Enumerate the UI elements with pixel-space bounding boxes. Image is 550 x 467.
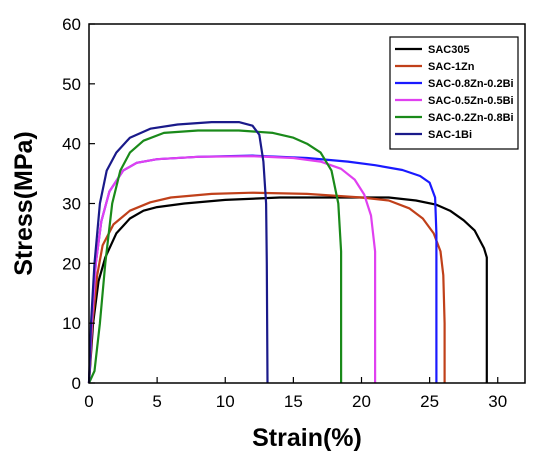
series-line-5 <box>87 121 269 384</box>
series-line-4 <box>88 129 343 384</box>
y-tick-label: 50 <box>62 75 81 94</box>
x-tick-label: 30 <box>488 392 507 411</box>
y-tick-label: 30 <box>62 195 81 214</box>
y-tick-label: 40 <box>62 135 81 154</box>
legend-label: SAC-1Bi <box>428 129 472 141</box>
legend-box <box>389 36 519 150</box>
series-line-3 <box>87 155 377 384</box>
legend-label: SAC-0.8Zn-0.2Bi <box>428 78 514 90</box>
series-line-2 <box>87 154 438 384</box>
x-axis-ticks: 0 5 10 15 20 25 30 <box>84 377 507 411</box>
y-tick-label: 60 <box>62 15 81 34</box>
y-axis-ticks: 0 10 20 30 40 50 60 <box>62 15 95 393</box>
legend-label: SAC-1Zn <box>428 61 475 73</box>
y-tick-label: 10 <box>62 314 81 333</box>
plot-lines <box>87 121 488 384</box>
x-tick-label: 20 <box>352 392 371 411</box>
series-line-1 <box>87 191 446 384</box>
y-tick-label: 0 <box>72 374 81 393</box>
x-tick-label: 0 <box>84 392 93 411</box>
x-tick-label: 25 <box>420 392 439 411</box>
y-tick-label: 20 <box>62 254 81 273</box>
x-axis-title: Strain(%) <box>252 424 362 452</box>
y-axis-title: Stress(MPa) <box>10 131 38 276</box>
x-tick-label: 10 <box>216 392 235 411</box>
legend-label: SAC-0.2Zn-0.8Bi <box>428 112 514 124</box>
legend: SAC305 SAC-1Zn SAC-0.8Zn-0.2Bi SAC-0.5Zn-0.… <box>389 36 519 150</box>
legend-label: SAC-0.5Zn-0.5Bi <box>428 95 514 107</box>
series-line-0 <box>87 196 488 384</box>
legend-label: SAC305 <box>428 44 470 56</box>
x-tick-label: 5 <box>152 392 161 411</box>
x-tick-label: 15 <box>284 392 303 411</box>
